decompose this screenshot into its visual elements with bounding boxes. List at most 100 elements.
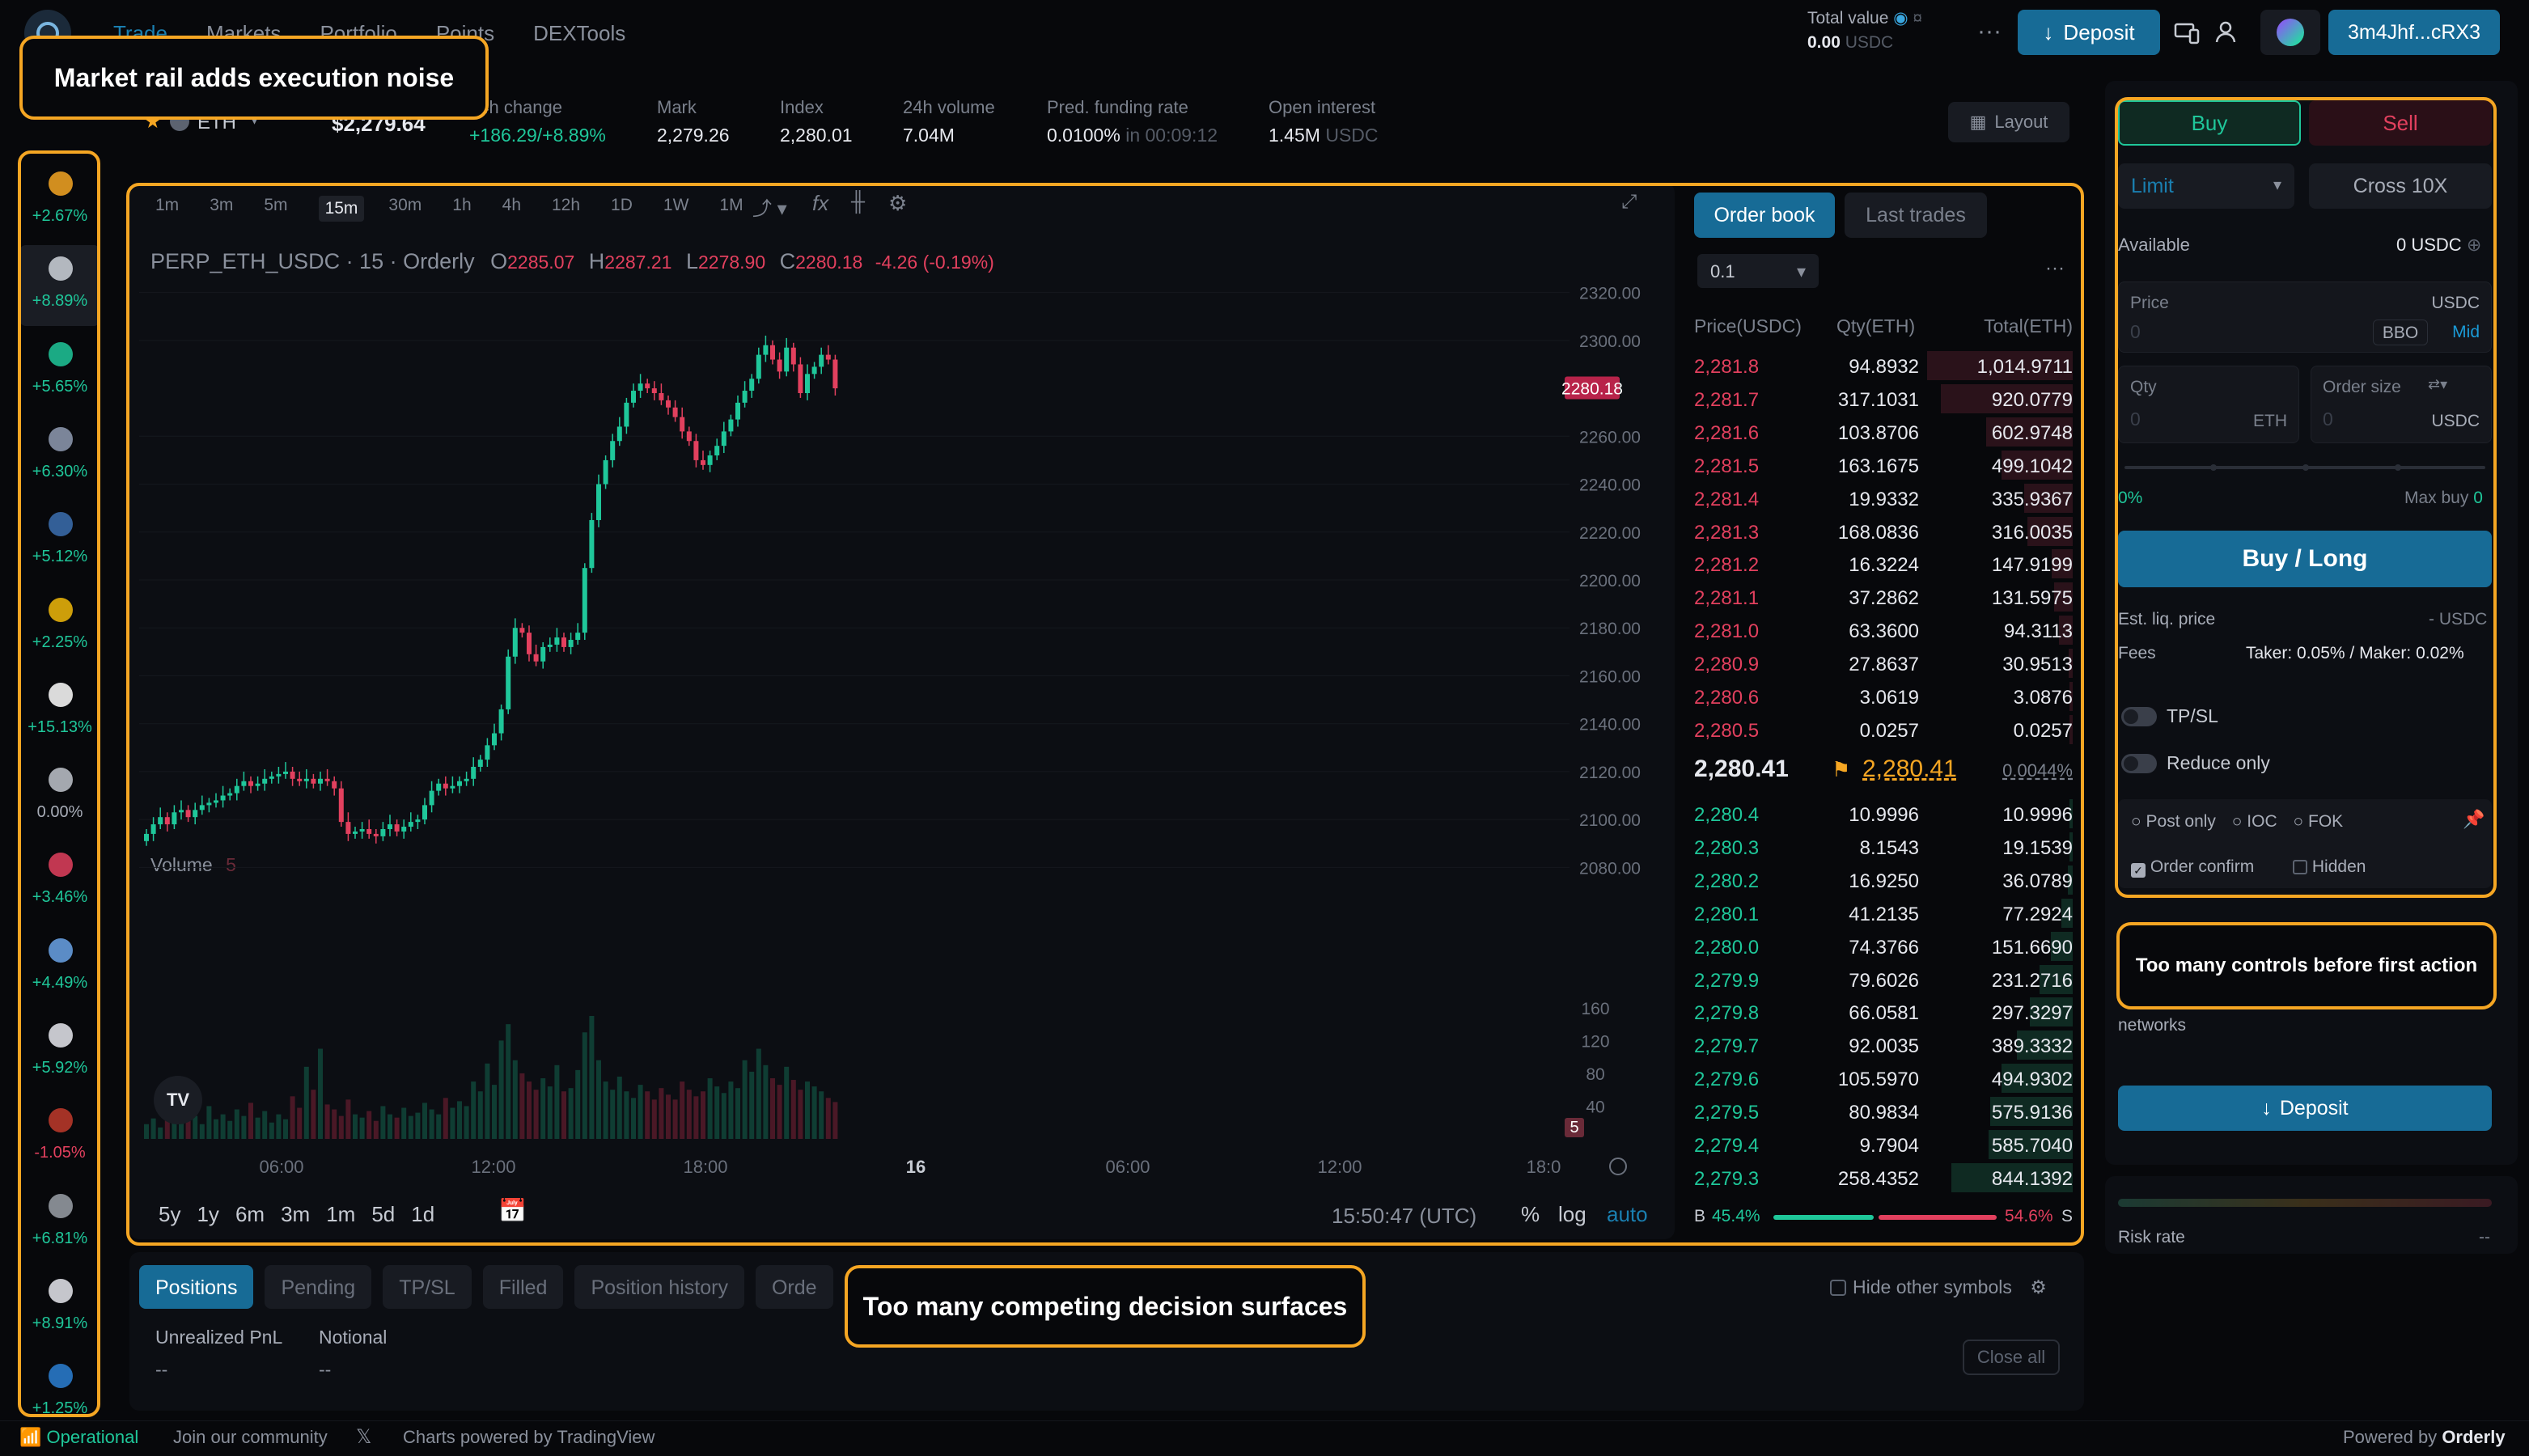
tab-last-trades[interactable]: Last trades xyxy=(1845,193,1987,238)
bbo-button[interactable]: BBO xyxy=(2373,320,2428,345)
market-rail-item[interactable]: +8.89% xyxy=(19,245,100,327)
market-rail-item[interactable]: +1.25% xyxy=(19,1352,100,1433)
buy-long-button[interactable]: Buy / Long xyxy=(2118,531,2492,587)
timeframe-1d[interactable]: 1D xyxy=(611,196,633,214)
hide-other-symbols[interactable]: Hide other symbols ⚙ xyxy=(1830,1276,2047,1298)
ask-row[interactable]: 2,281.7 317.1031 920.0779 xyxy=(1694,383,2073,415)
candle-type-icon[interactable]: ╫ xyxy=(851,191,866,213)
market-rail-item[interactable]: +15.13% xyxy=(19,671,100,752)
ask-row[interactable]: 2,281.4 19.9332 335.9367 xyxy=(1694,482,2073,514)
timeframe-1w[interactable]: 1W xyxy=(663,196,689,214)
user-icon[interactable] xyxy=(2212,18,2239,45)
market-rail-item[interactable]: +5.65% xyxy=(19,331,100,412)
tradingview-logo[interactable]: TV xyxy=(154,1076,202,1124)
reduce-only-toggle-row[interactable]: Reduce only xyxy=(2121,752,2270,774)
size-slider[interactable] xyxy=(2124,464,2485,471)
timeframe-30m[interactable]: 30m xyxy=(388,196,422,214)
ask-row[interactable]: 2,280.5 0.0257 0.0257 xyxy=(1694,713,2073,746)
timeframe-1m[interactable]: 1M xyxy=(719,196,743,214)
price-field[interactable]: Price USDC 0 BBO Mid xyxy=(2118,281,2492,353)
mid-button[interactable]: Mid xyxy=(2452,323,2480,341)
precision-select[interactable]: 0.1 ▾ xyxy=(1697,254,1819,288)
reduce-only-toggle[interactable] xyxy=(2121,753,2157,773)
positions-tab[interactable]: Orde xyxy=(755,1265,833,1309)
timeframe-1h[interactable]: 1h xyxy=(452,196,472,214)
hide-other-checkbox[interactable] xyxy=(1830,1280,1846,1296)
chain-selector-icon[interactable] xyxy=(2260,10,2320,55)
timeframe-15m[interactable]: 15m xyxy=(318,196,365,222)
header-deposit-button[interactable]: ↓ Deposit xyxy=(2018,10,2160,55)
ask-row[interactable]: 2,281.2 16.3224 147.9199 xyxy=(1694,548,2073,580)
bid-row[interactable]: 2,279.8 66.0581 297.3297 xyxy=(1694,996,2073,1028)
date-range-icon[interactable]: 📅 xyxy=(498,1198,527,1223)
timeframe-12h[interactable]: 12h xyxy=(552,196,581,214)
market-rail-item[interactable]: +2.25% xyxy=(19,586,100,667)
buy-tab[interactable]: Buy xyxy=(2118,100,2301,146)
chart-settings-axis-icon[interactable] xyxy=(1609,1158,1627,1175)
log-scale-toggle[interactable]: log xyxy=(1558,1202,1586,1226)
range-1d[interactable]: 1d xyxy=(411,1202,435,1226)
positions-tab[interactable]: Positions xyxy=(139,1265,254,1309)
wallet-button[interactable]: 3m4Jhf...cRX3 xyxy=(2328,10,2500,55)
market-rail-item[interactable]: 0.00% xyxy=(19,756,100,837)
bid-row[interactable]: 2,279.9 79.6026 231.2716 xyxy=(1694,963,2073,996)
account-deposit-button[interactable]: ↓ Deposit xyxy=(2118,1086,2492,1131)
tpsl-toggle-row[interactable]: TP/SL xyxy=(2121,705,2218,727)
qty-input[interactable]: 0 xyxy=(2130,408,2141,430)
bid-row[interactable]: 2,279.6 105.5970 494.9302 xyxy=(1694,1062,2073,1094)
indicators-icon[interactable]: ⤴ ▾ xyxy=(752,198,787,220)
ask-row[interactable]: 2,281.0 63.3600 94.3113 xyxy=(1694,614,2073,646)
eye-icon[interactable]: ◉ xyxy=(1893,9,1908,28)
timeframe-1m[interactable]: 1m xyxy=(155,196,180,214)
range-3m[interactable]: 3m xyxy=(281,1202,311,1226)
market-rail-item[interactable]: +3.46% xyxy=(19,841,100,922)
market-rail-item[interactable]: +6.30% xyxy=(19,416,100,497)
post-only-radio[interactable]: ○ Post only xyxy=(2131,812,2216,831)
market-rail-item[interactable]: +8.91% xyxy=(19,1268,100,1348)
bid-row[interactable]: 2,279.5 80.9834 575.9136 xyxy=(1694,1095,2073,1128)
ioc-radio[interactable]: ○ IOC xyxy=(2231,812,2277,831)
hidden-checkbox[interactable]: Hidden xyxy=(2293,857,2366,876)
market-rail-item[interactable]: +2.67% xyxy=(19,160,100,241)
percent-scale-toggle[interactable]: % xyxy=(1521,1202,1540,1226)
positions-tab[interactable]: Pending xyxy=(265,1265,372,1309)
margin-mode-button[interactable]: Cross 10X xyxy=(2309,163,2492,209)
order-confirm-checkbox[interactable]: ✓ Order confirm xyxy=(2131,857,2254,878)
pin-icon[interactable]: 📌 xyxy=(2463,809,2485,829)
market-rail-item[interactable]: +5.12% xyxy=(19,501,100,582)
bid-row[interactable]: 2,279.3 258.4352 844.1392 xyxy=(1694,1162,2073,1194)
nav-dextools[interactable]: DEXTools xyxy=(533,21,626,45)
market-rail-item[interactable]: +4.49% xyxy=(19,927,100,1008)
bid-row[interactable]: 2,279.4 9.7904 585.7040 xyxy=(1694,1128,2073,1161)
tradingview-credit[interactable]: Charts powered by TradingView xyxy=(403,1427,655,1447)
close-all-button[interactable]: Close all xyxy=(1963,1340,2060,1375)
sell-tab[interactable]: Sell xyxy=(2309,100,2492,146)
ob-mark-price[interactable]: 2,280.41 xyxy=(1862,756,1957,782)
timeframe-4h[interactable]: 4h xyxy=(502,196,521,214)
orderbook-more-icon[interactable]: ··· xyxy=(2045,257,2065,279)
fullscreen-icon[interactable]: ⤢ xyxy=(1621,191,1637,213)
timeframe-3m[interactable]: 3m xyxy=(210,196,234,214)
positions-tab[interactable]: Position history xyxy=(574,1265,744,1309)
chevron-down-icon[interactable]: ▾ xyxy=(251,112,259,128)
x-icon[interactable]: 𝕏 xyxy=(356,1426,372,1448)
market-rail-item[interactable]: +5.92% xyxy=(19,1012,100,1093)
bid-row[interactable]: 2,280.3 8.1543 19.1539 xyxy=(1694,831,2073,863)
positions-tab[interactable]: Filled xyxy=(482,1265,564,1309)
range-1y[interactable]: 1y xyxy=(197,1202,219,1226)
qty-field[interactable]: Qty 0 ETH xyxy=(2118,366,2299,443)
bid-row[interactable]: 2,280.2 16.9250 36.0789 xyxy=(1694,864,2073,896)
price-input[interactable]: 0 xyxy=(2130,321,2141,342)
ask-row[interactable]: 2,281.6 103.8706 602.9748 xyxy=(1694,416,2073,448)
order-size-toggle-icon[interactable]: ⇄▾ xyxy=(2428,376,2448,392)
function-icon[interactable]: fx xyxy=(812,191,829,215)
market-rail-item[interactable]: +6.81% xyxy=(19,1183,100,1263)
range-5y[interactable]: 5y xyxy=(159,1202,181,1226)
positions-tab[interactable]: TP/SL xyxy=(383,1265,472,1309)
tpsl-toggle[interactable] xyxy=(2121,706,2157,726)
tab-order-book[interactable]: Order book xyxy=(1694,193,1835,238)
ask-row[interactable]: 2,280.9 27.8637 30.9513 xyxy=(1694,647,2073,679)
ask-row[interactable]: 2,281.3 168.0836 316.0035 xyxy=(1694,515,2073,548)
bid-row[interactable]: 2,279.7 92.0035 389.3332 xyxy=(1694,1029,2073,1061)
bid-row[interactable]: 2,280.4 10.9996 10.9996 xyxy=(1694,798,2073,830)
